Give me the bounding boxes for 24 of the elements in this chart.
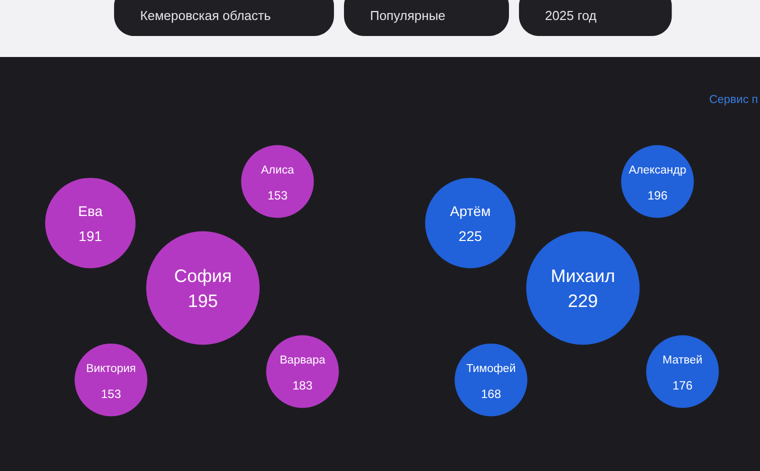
data-label: 168 [480,386,502,401]
category-label: Александр [628,164,686,177]
category-label: Матвей [662,354,702,367]
category-label: Алиса [261,164,295,177]
text: Популярные [370,8,446,23]
data-label: 225 [458,228,482,244]
category-label: Виктория [86,362,136,375]
data-label: 229 [568,291,598,312]
category-label: Варвара [280,354,326,367]
data-label: 195 [188,291,218,312]
data-label: 196 [647,188,668,203]
text: Сервис п [709,94,758,106]
data-label: 183 [292,378,313,393]
data-label: 176 [672,378,693,393]
data-label: 153 [100,386,122,401]
category-label: Ева [78,203,103,220]
category-label: Тимофей [466,362,516,375]
category-label: Михаил [550,266,616,286]
category-label: София [174,266,232,286]
data-label: 191 [78,228,102,244]
data-label: 153 [267,188,288,203]
text: Кемеровская область [140,8,271,23]
category-label: Артём [450,203,491,220]
text: 2025 год [544,8,597,23]
